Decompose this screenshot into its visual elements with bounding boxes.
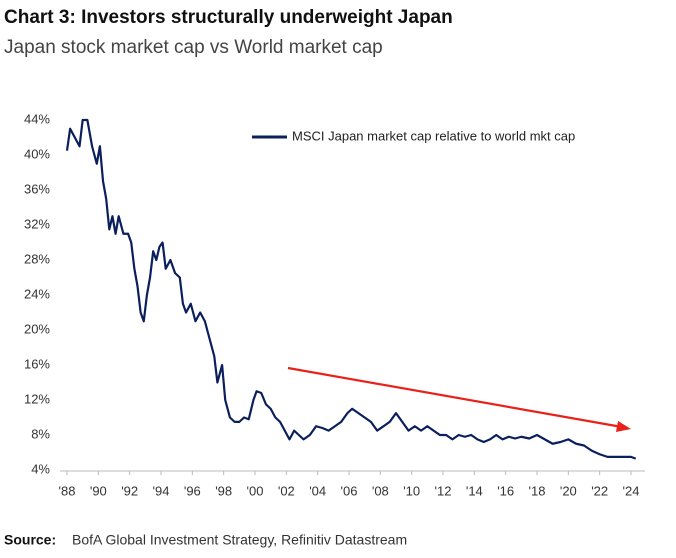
x-tick-label: '06 <box>341 483 358 498</box>
chart-title: Chart 3: Investors structurally underwei… <box>4 7 453 28</box>
x-tick-label: '02 <box>278 483 295 498</box>
x-tick-label: '12 <box>435 483 452 498</box>
trend-arrow-head <box>616 421 631 432</box>
y-tick-label: 44% <box>24 111 50 126</box>
x-tick-label: '90 <box>90 483 107 498</box>
y-tick-label: 12% <box>24 391 50 406</box>
x-tick-label: '08 <box>372 483 389 498</box>
y-tick-label: 8% <box>31 426 50 441</box>
data-line <box>65 118 637 460</box>
y-tick-label: 28% <box>24 251 50 266</box>
x-tick-label: '22 <box>591 483 608 498</box>
y-tick-label: 36% <box>24 181 50 196</box>
legend-label: MSCI Japan market cap relative to world … <box>292 128 575 143</box>
x-tick-label: '96 <box>184 483 201 498</box>
y-tick-label: 4% <box>31 461 50 476</box>
x-tick-label: '88 <box>59 483 76 498</box>
x-tick-label: '24 <box>623 483 640 498</box>
x-tick-label: '20 <box>560 483 577 498</box>
y-tick-label: 20% <box>24 321 50 336</box>
x-tick-label: '18 <box>529 483 546 498</box>
x-tick-label: '10 <box>403 483 420 498</box>
x-tick-label: '98 <box>215 483 232 498</box>
x-tick-label: '16 <box>497 483 514 498</box>
x-tick-label: '14 <box>466 483 483 498</box>
source-text: BofA Global Investment Strategy, Refinit… <box>72 532 407 548</box>
y-tick-label: 24% <box>24 286 50 301</box>
chart-subtitle: Japan stock market cap vs World market c… <box>4 37 383 58</box>
trend-arrow <box>287 366 623 429</box>
y-tick-label: 16% <box>24 356 50 371</box>
source-label: Source: <box>4 532 56 548</box>
x-tick-label: '04 <box>309 483 326 498</box>
x-tick-label: '92 <box>121 483 138 498</box>
x-tick-label: '00 <box>247 483 264 498</box>
y-tick-label: 40% <box>24 146 50 161</box>
x-tick-label: '94 <box>153 483 170 498</box>
y-tick-label: 32% <box>24 216 50 231</box>
